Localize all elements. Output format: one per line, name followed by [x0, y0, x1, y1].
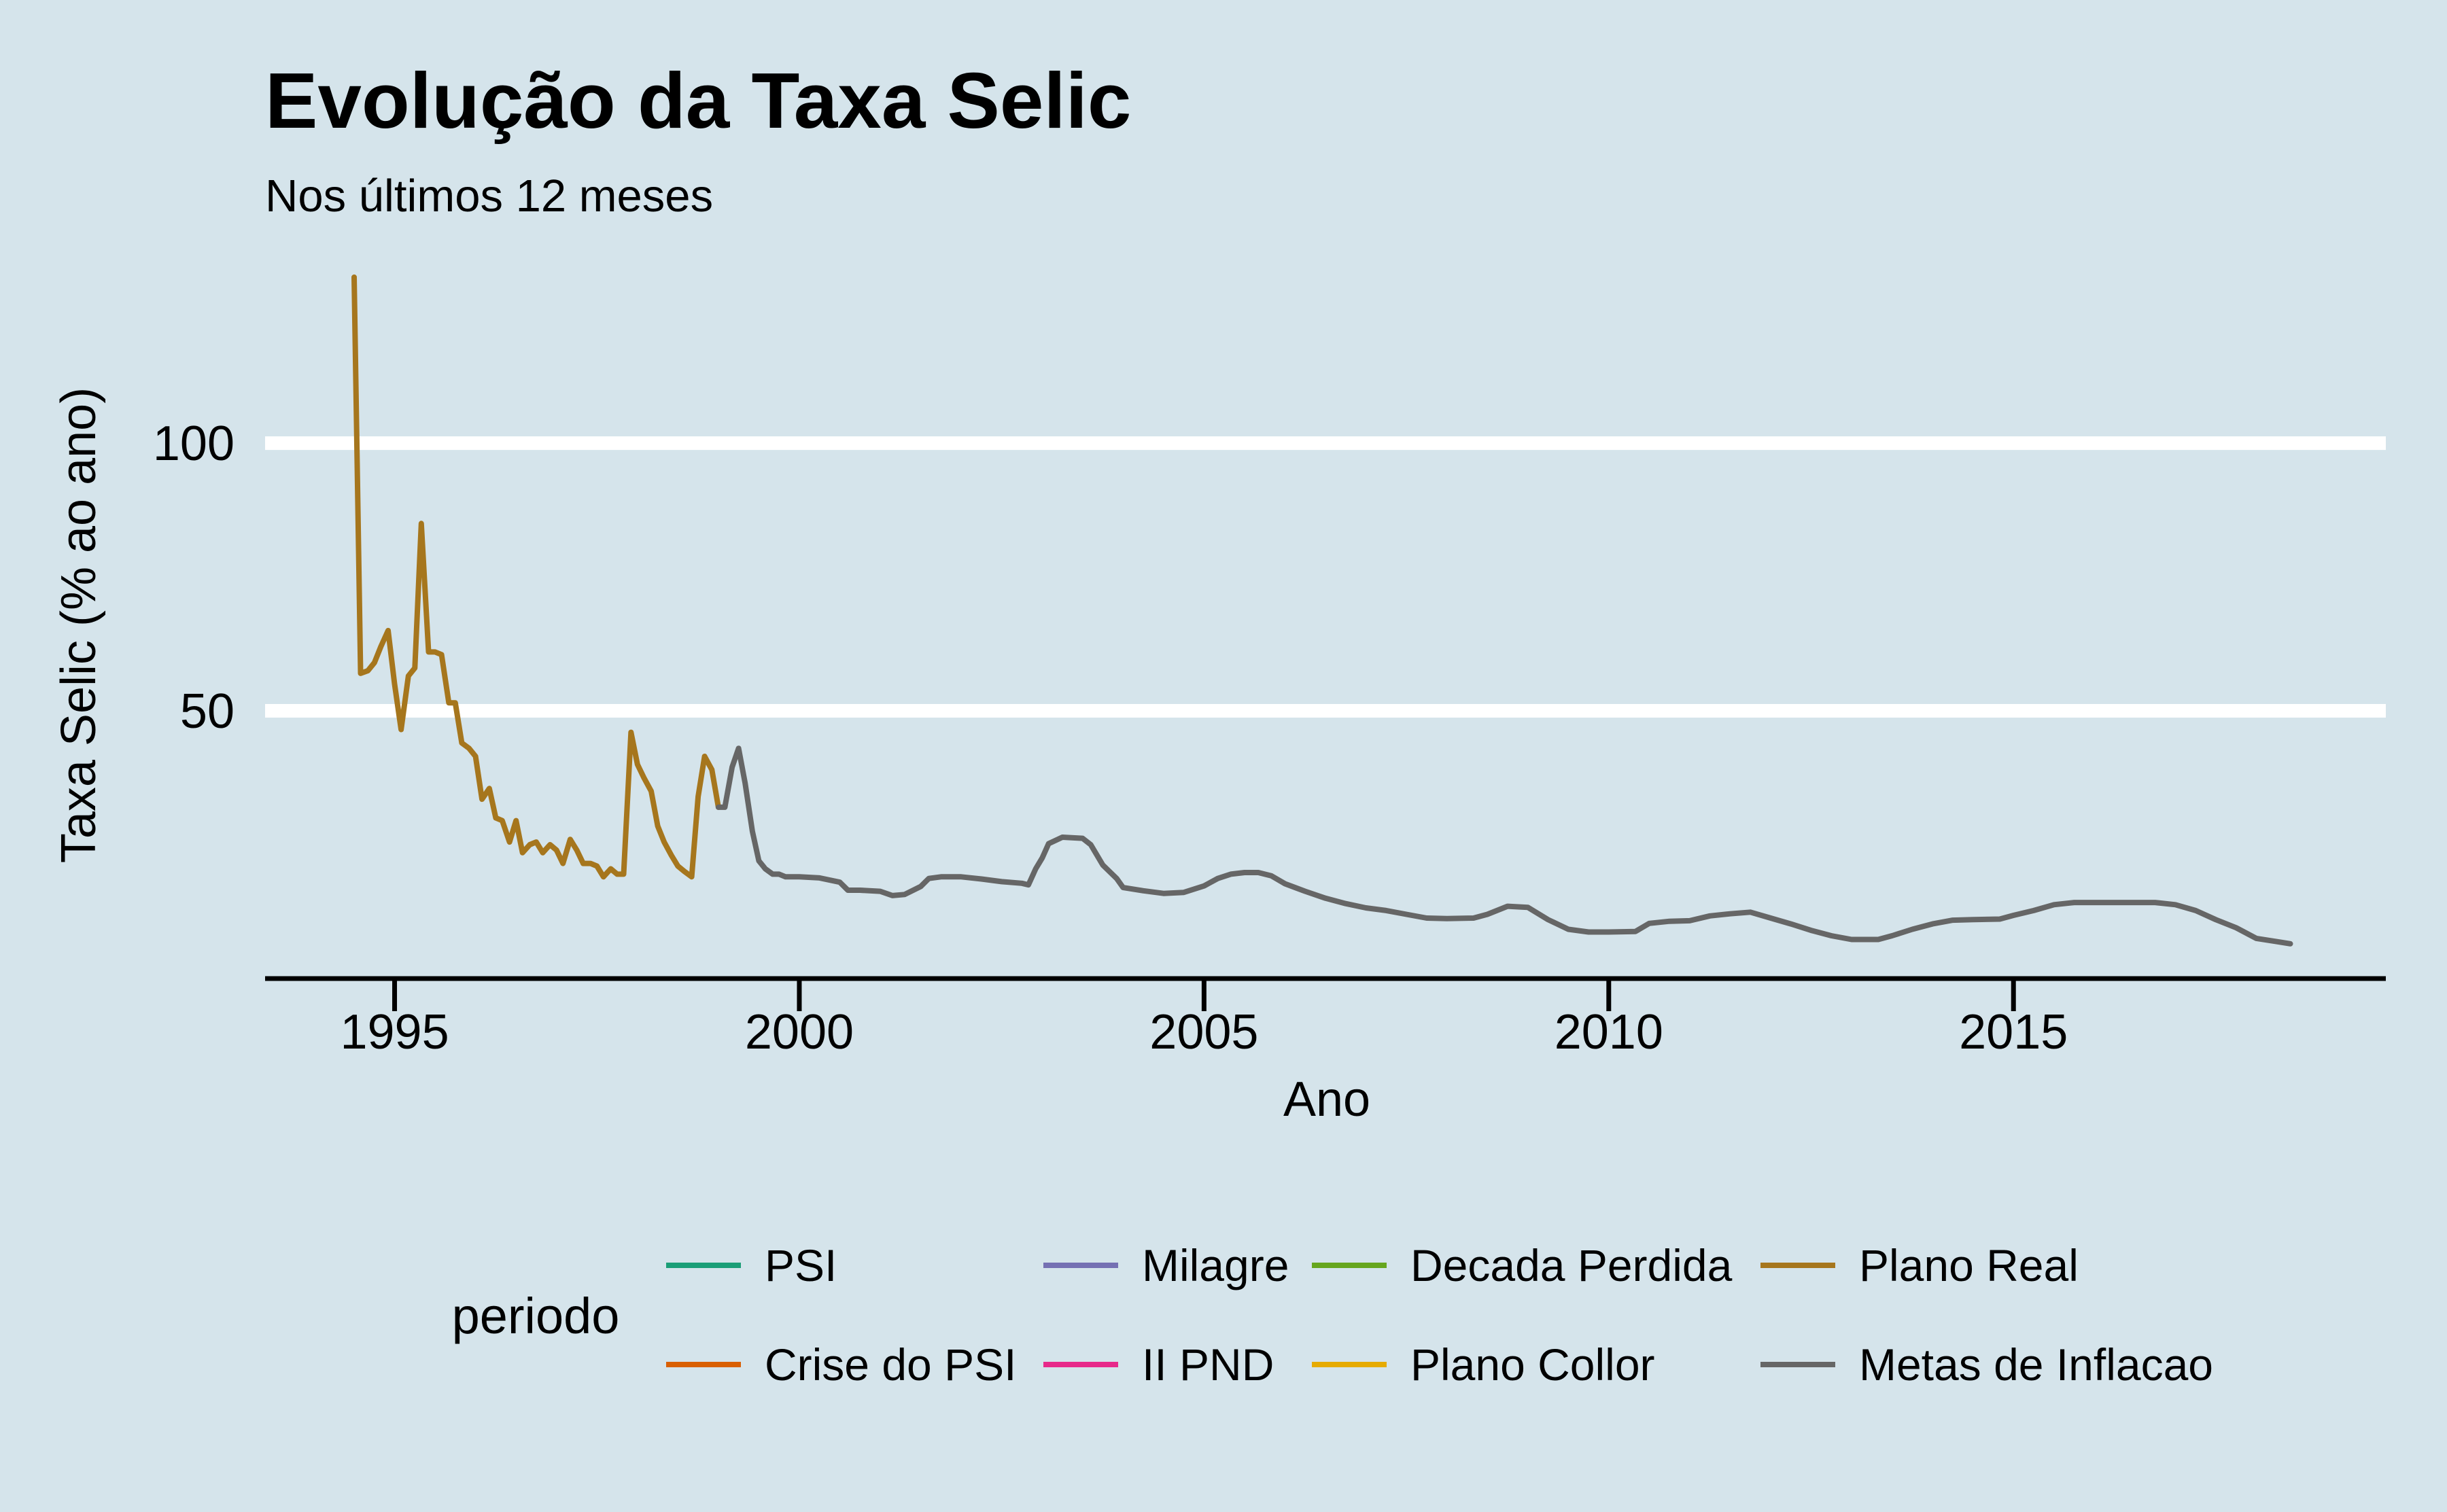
legend-title: periodo — [452, 1288, 620, 1344]
x-tick-label: 2015 — [1959, 1005, 2068, 1059]
x-tick-label: 1995 — [340, 1005, 449, 1059]
legend-label: Crise do PSI — [765, 1339, 1016, 1390]
chart-subtitle: Nos últimos 12 meses — [265, 171, 713, 222]
y-tick-label: 50 — [180, 684, 235, 739]
x-tick-label: 2000 — [745, 1005, 854, 1059]
chart-title: Evolução da Taxa Selic — [265, 56, 1131, 145]
x-axis-label: Ano — [1283, 1072, 1370, 1127]
y-tick-label: 100 — [153, 417, 235, 471]
axes: 50 100 1995 2000 2005 2010 2015 — [153, 417, 2386, 1059]
x-tick-label: 2010 — [1555, 1005, 1663, 1059]
x-tick-label: 2005 — [1149, 1005, 1258, 1059]
legend: periodo PSI Crise do PSI Milagre II PND Deca… — [452, 1240, 2213, 1390]
legend-label: II PND — [1142, 1339, 1274, 1390]
legend-label: Plano Collor — [1410, 1339, 1655, 1390]
grid — [265, 436, 2386, 718]
legend-label: Metas de Inflacao — [1859, 1339, 2213, 1390]
series-line-metas-de-inflacao — [715, 745, 2293, 947]
series-line-plano-real — [351, 274, 721, 880]
y-axis-label: Taxa Selic (% ao ano) — [52, 387, 106, 863]
legend-label: Decada Perdida — [1410, 1240, 1733, 1290]
legend-label: PSI — [765, 1240, 837, 1290]
series-lines — [351, 274, 2293, 947]
legend-label: Milagre — [1142, 1240, 1289, 1290]
legend-label: Plano Real — [1859, 1240, 2079, 1290]
